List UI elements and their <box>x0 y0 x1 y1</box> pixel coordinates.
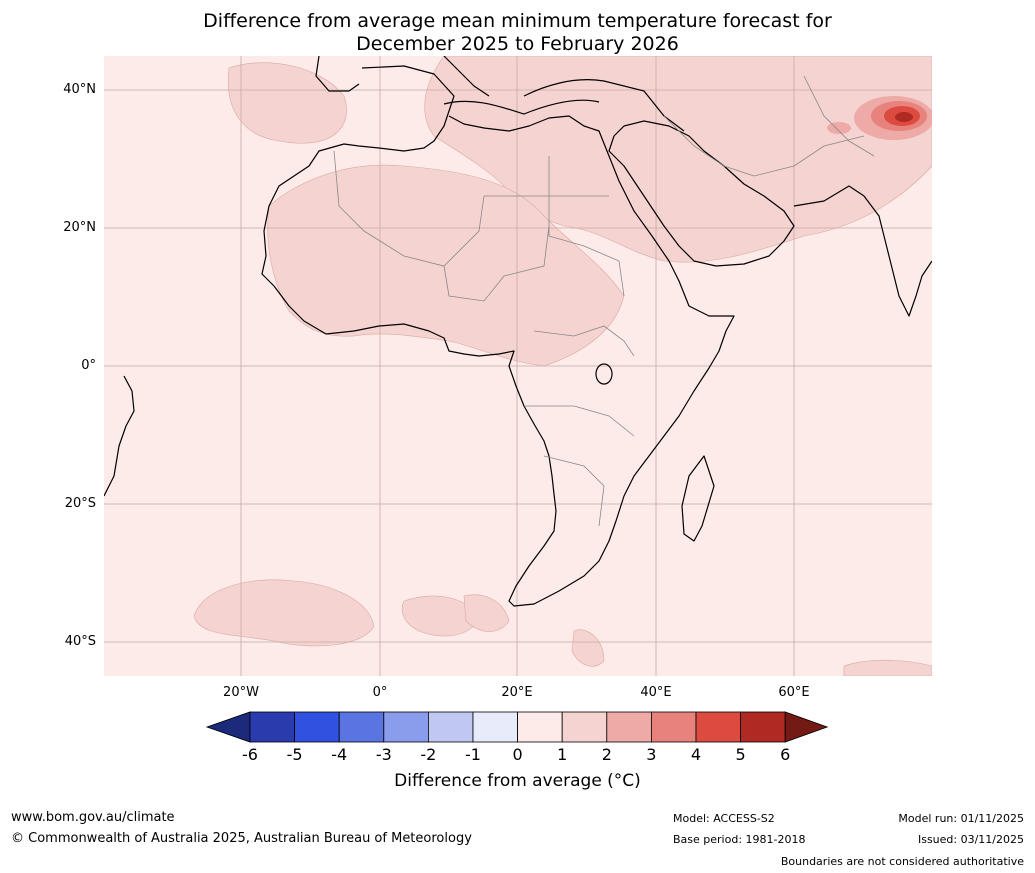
lon-label-20w: 20°W <box>223 685 259 700</box>
anomaly-region-southeast-corner <box>843 659 932 676</box>
anomaly-region-north-atlantic <box>227 62 347 144</box>
lat-label-40n: 40°N <box>63 82 96 97</box>
lon-label-20e: 20°E <box>501 685 533 700</box>
issued-text: Issued: 03/11/2025 <box>917 833 1024 846</box>
lake-victoria <box>595 363 613 385</box>
border-southern-central <box>524 405 635 437</box>
colorbar <box>205 711 829 743</box>
colorbar-tick-label: -6 <box>242 745 258 764</box>
forecast-map <box>104 56 932 676</box>
border-sahel-central <box>443 225 550 302</box>
base-period-text: Base period: 1981-2018 <box>673 833 806 846</box>
border-middle-east <box>663 115 865 177</box>
colorbar-tick-label: -1 <box>465 745 481 764</box>
italy-coastline <box>443 56 490 97</box>
border-central-africa <box>533 325 635 357</box>
colorbar-tick-label: -3 <box>375 745 392 764</box>
colorbar-cells <box>205 711 829 743</box>
anomaly-1-2-regions <box>193 56 932 676</box>
colorbar-cell <box>740 711 786 743</box>
colorbar-cell <box>294 711 340 743</box>
colorbar-tick-label: -4 <box>331 745 348 764</box>
lat-label-0: 0° <box>81 358 96 373</box>
colorbar-tick-label: -5 <box>286 745 303 764</box>
colorbar-label: Difference from average (°C) <box>394 771 641 791</box>
chart-title: Difference from average mean minimum tem… <box>0 10 1035 56</box>
arabian-peninsula-coastline <box>608 120 795 267</box>
anomaly-5-6-region <box>895 112 913 122</box>
anomaly-region-south-atlantic-east <box>401 595 480 637</box>
colorbar-tick-label: 0 <box>512 745 523 764</box>
anomaly-region-mideast <box>424 56 932 263</box>
colorbar-tick-label: 2 <box>601 745 612 764</box>
model-text: Model: ACCESS-S2 <box>673 812 775 825</box>
coastlines <box>104 56 932 607</box>
anomaly-region-south-atlantic-west <box>193 579 375 647</box>
anomaly-region-sahel <box>267 164 625 367</box>
colorbar-extension-low <box>205 711 251 743</box>
colorbar-cell <box>472 711 518 743</box>
border-southern-africa <box>543 455 605 527</box>
colorbar-tick-label: 1 <box>557 745 568 764</box>
south-america-coastline <box>104 375 135 497</box>
colorbar-cell <box>427 711 474 743</box>
anomaly-region-south-indian <box>571 629 605 667</box>
disclaimer-text: Boundaries are not considered authoritat… <box>780 855 1024 868</box>
border-central-asia <box>803 75 875 157</box>
website-link[interactable]: www.bom.gov.au/climate <box>11 810 175 825</box>
lat-label-20n: 20°N <box>63 220 96 235</box>
colorbar-tick-label: 3 <box>646 745 657 764</box>
colorbar-cell <box>249 711 295 743</box>
colorbar-tick-label: 4 <box>690 745 702 764</box>
colorbar-cell <box>383 711 429 743</box>
lat-label-40s: 40°S <box>64 634 96 649</box>
graticule <box>104 56 932 676</box>
colorbar-cell <box>561 711 608 743</box>
copyright-text: © Commonwealth of Australia 2025, Austra… <box>11 831 472 846</box>
iberia-coastline <box>315 56 360 92</box>
colorbar-tick-label: 6 <box>780 745 791 764</box>
colorbar-cell <box>606 711 652 743</box>
colorbar-cell <box>650 711 697 743</box>
anomaly-2-3-region-west <box>827 122 851 134</box>
colorbar-cell <box>338 711 385 743</box>
colorbar-cell <box>695 711 741 743</box>
south-asia-coastline <box>793 185 932 317</box>
anomaly-region-cape <box>463 594 510 632</box>
anomaly-hotspot <box>827 96 932 140</box>
colorbar-extension-high <box>784 711 829 743</box>
lon-label-40e: 40°E <box>640 685 672 700</box>
mediterranean-north-coast <box>443 99 600 115</box>
model-run-text: Model run: 01/11/2025 <box>898 812 1024 825</box>
lon-label-0: 0° <box>372 685 388 700</box>
map-svg <box>104 56 932 676</box>
title-line-1: Difference from average mean minimum tem… <box>203 10 832 32</box>
border-sudan <box>548 156 625 297</box>
lat-label-20s: 20°S <box>64 496 96 511</box>
lon-label-60e: 60°E <box>778 685 810 700</box>
border-sahara-west <box>333 150 485 267</box>
colorbar-cell <box>517 711 563 743</box>
madagascar-coastline <box>681 455 715 542</box>
colorbar-tick-label: 5 <box>735 745 746 764</box>
turkey-coastline <box>523 79 685 132</box>
colorbar-tick-label: -2 <box>420 745 437 764</box>
title-line-2: December 2025 to February 2026 <box>356 33 679 55</box>
country-borders <box>333 75 875 527</box>
africa-coastline <box>261 65 735 607</box>
